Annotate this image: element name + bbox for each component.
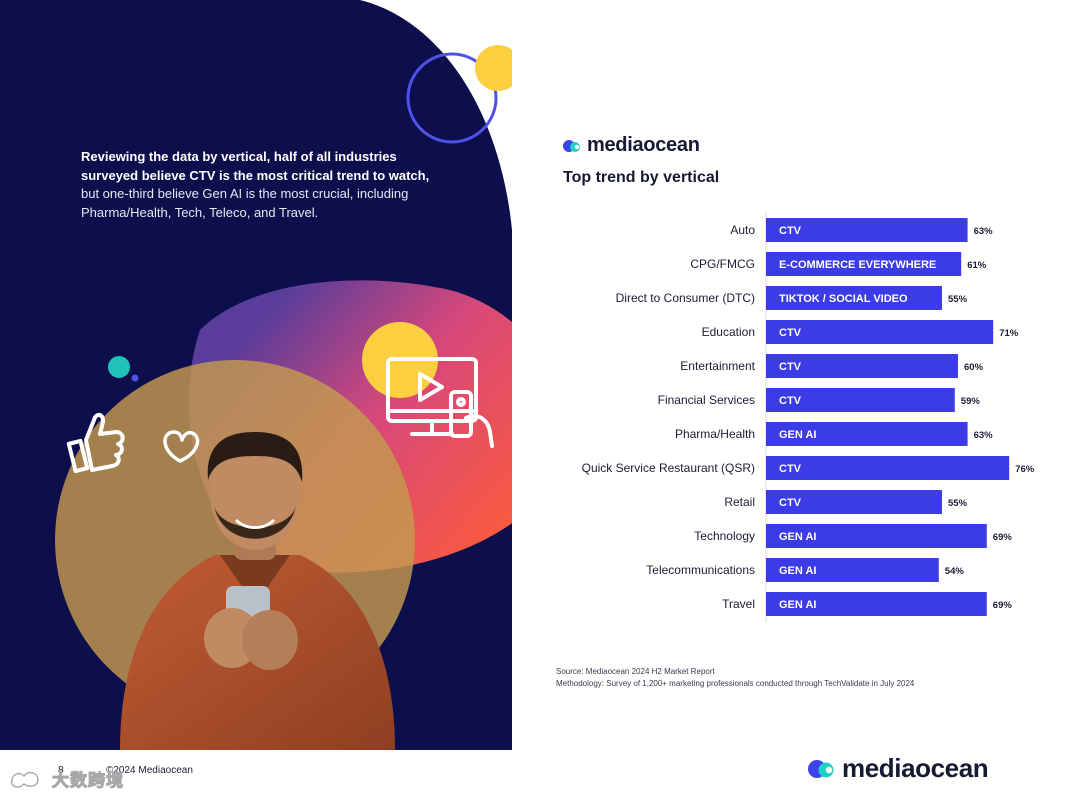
category-label: Auto (730, 223, 755, 237)
bar (766, 354, 958, 378)
intro-bold-text: Reviewing the data by vertical, half of … (81, 149, 430, 183)
trend-label: CTV (779, 225, 802, 237)
bar (766, 456, 1010, 480)
bar (766, 388, 955, 412)
outline-circle (406, 52, 498, 144)
bar (766, 286, 942, 310)
trend-label: GEN AI (779, 429, 817, 441)
methodology-line: Methodology: Survey of 1,200+ marketing … (556, 679, 915, 688)
bar (766, 218, 968, 242)
value-label: 69% (993, 532, 1013, 543)
mediaocean-logo-top: mediaocean (563, 134, 700, 157)
remote-control-icon (449, 390, 494, 448)
mediaocean-logo-icon (808, 759, 834, 778)
monitor-play-icon (386, 357, 478, 436)
bar (766, 320, 994, 344)
trend-label: CTV (779, 497, 802, 509)
category-label: CPG/FMCG (690, 257, 755, 271)
watermark: 大数跨境 (8, 766, 124, 791)
chart-title: Top trend by vertical (563, 169, 720, 186)
value-label: 54% (945, 566, 965, 577)
trend-label: E-COMMERCE EVERYWHERE (779, 259, 936, 271)
value-label: 60% (964, 362, 984, 373)
value-label: 76% (1015, 464, 1035, 475)
bar (766, 524, 987, 548)
category-label: Telecommunications (646, 563, 755, 577)
category-label: Technology (694, 529, 755, 543)
mediaocean-logo-bottom: mediaocean (808, 753, 989, 784)
bar (766, 558, 939, 582)
mediaocean-logo-icon (563, 139, 580, 152)
intro-text: Reviewing the data by vertical, half of … (81, 148, 441, 222)
source-line: Source: Mediaocean 2024 H2 Market Report (556, 667, 715, 676)
trend-label: GEN AI (779, 531, 817, 543)
watermark-text: 大数跨境 (52, 771, 124, 791)
copyright: ©2024 Mediaocean (106, 765, 193, 776)
watermark-logo-icon (10, 771, 39, 788)
trend-label: GEN AI (779, 599, 817, 611)
category-label: Financial Services (658, 393, 755, 407)
trend-bar-chart: Auto CTV 63% CPG/FMCG E-COMMERCE EVERYWHERE 6… (582, 212, 1035, 622)
trend-label: CTV (779, 395, 802, 407)
bar (766, 252, 962, 276)
brand-name: mediaocean (587, 134, 700, 156)
category-label: Retail (724, 495, 755, 509)
bar (766, 592, 987, 616)
trend-label: CTV (779, 361, 802, 373)
value-label: 69% (993, 600, 1013, 611)
value-label: 55% (948, 294, 968, 305)
trend-label: GEN AI (779, 565, 817, 577)
category-label: Travel (722, 597, 755, 611)
yellow-dot-top (475, 45, 512, 91)
person-photo (120, 432, 395, 750)
value-label: 71% (999, 328, 1019, 339)
bar (766, 422, 968, 446)
value-label: 63% (974, 226, 994, 237)
intro-normal-text: but one-third believe Gen AI is the most… (81, 186, 409, 220)
hero-panel: Reviewing the data by vertical, half of … (0, 0, 512, 750)
category-label: Quick Service Restaurant (QSR) (582, 461, 755, 475)
value-label: 63% (974, 430, 994, 441)
heart-icon (163, 430, 200, 463)
thumbs-up-icon (66, 413, 125, 474)
value-label: 55% (948, 498, 968, 509)
value-label: 59% (961, 396, 981, 407)
category-label: Pharma/Health (675, 427, 755, 441)
small-blue-dot (131, 374, 139, 382)
trend-label: TIKTOK / SOCIAL VIDEO (779, 293, 908, 305)
trend-label: CTV (779, 327, 802, 339)
category-label: Direct to Consumer (DTC) (616, 291, 755, 305)
brand-name-bottom: mediaocean (842, 753, 989, 783)
teal-dot (108, 356, 130, 378)
hero-illustration (0, 0, 512, 750)
page-number: 8 (58, 765, 64, 776)
category-label: Entertainment (680, 359, 755, 373)
source-note: Source: Mediaocean 2024 H2 Market Report… (556, 666, 914, 690)
bar (766, 490, 942, 514)
trend-label: CTV (779, 463, 802, 475)
value-label: 61% (967, 260, 987, 271)
category-label: Education (702, 325, 755, 339)
